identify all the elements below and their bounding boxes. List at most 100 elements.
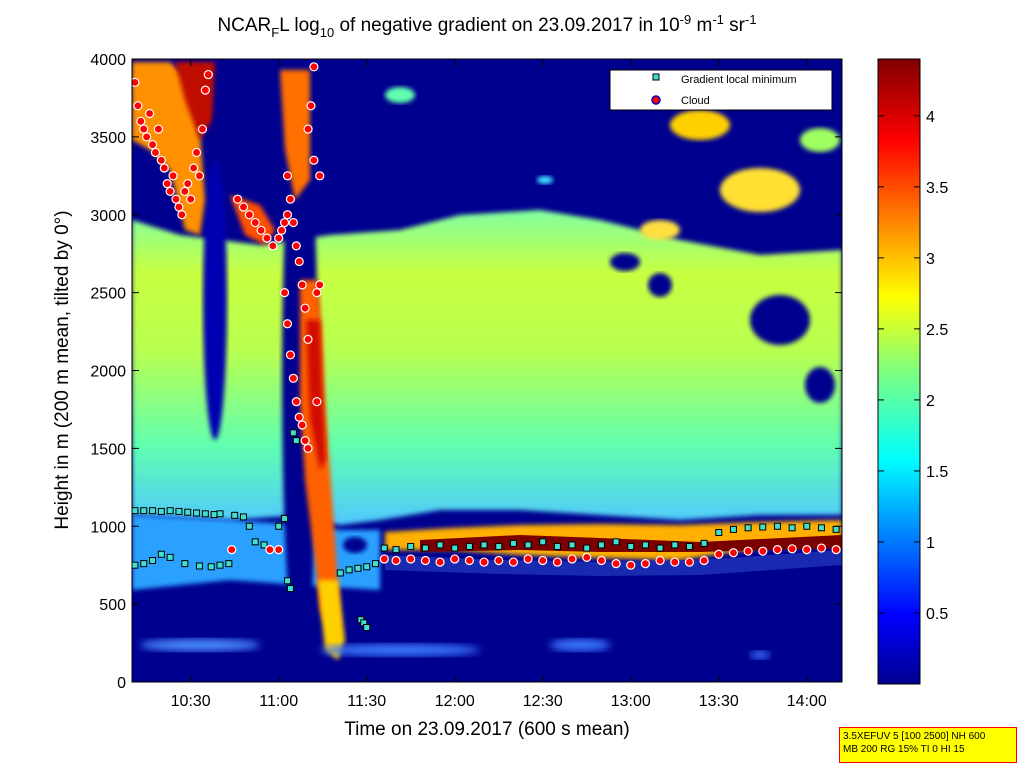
gradient-minimum-point (744, 524, 752, 532)
cloud-point (831, 545, 841, 555)
legend-cloud-marker (651, 95, 661, 105)
cloud-point (153, 124, 164, 134)
cloud-point (306, 101, 316, 111)
gradient-minimum-point (245, 522, 253, 530)
cloud-point (165, 186, 175, 196)
cloud-point (464, 555, 474, 566)
cloud-point (315, 280, 325, 290)
cloud-point (303, 443, 313, 453)
info-box: 3.5XEFUV 5 [100 2500] NH 600 MB 200 RG 1… (839, 727, 1017, 763)
cloud-point (168, 171, 178, 181)
cloud-point (159, 163, 169, 173)
ground-echo (320, 644, 480, 656)
cloud-point (816, 543, 827, 553)
precip-streak (306, 320, 326, 470)
gradient-minimum-point (251, 538, 259, 546)
gradient-minimum-point (627, 542, 635, 550)
cloud-point (238, 202, 249, 212)
cloud-point (244, 210, 254, 220)
y-axis-label: Height in m (200 m mean, tilted by 0°) (52, 210, 73, 529)
gradient-minimum-point (729, 525, 737, 533)
precip-streak (318, 580, 345, 660)
gradient-minimum-point (140, 507, 148, 515)
cloud-point (268, 241, 278, 251)
marker-layer (132, 62, 841, 631)
y-tick-label: 500 (99, 597, 126, 614)
gradient-minimum-point (132, 507, 139, 515)
cloud-point (150, 147, 161, 158)
gradient-minimum-point (275, 522, 283, 530)
gradient-minimum-point (286, 585, 294, 593)
cloud-point (203, 69, 213, 80)
y-tick-label: 2500 (90, 286, 126, 303)
cloud-point (379, 554, 389, 564)
gradient-minimum-point (292, 437, 300, 445)
cloud-point (294, 412, 304, 422)
info-line-2: MB 200 RG 15% TI 0 HI 15 (843, 744, 965, 755)
cloud-point (194, 171, 205, 181)
cloud-point (288, 373, 298, 383)
cloud-point (189, 163, 199, 173)
cloud-point (523, 554, 533, 564)
cloud-point (177, 210, 187, 220)
dark-gap (648, 273, 672, 297)
cloud-point (303, 334, 313, 344)
y-tick-label: 2000 (90, 364, 126, 381)
cloud-point (265, 545, 275, 555)
colorbar-tick-label: 3 (926, 251, 935, 268)
colorbar-tick-label: 1.5 (926, 464, 948, 481)
gradient-minimum-point (193, 509, 201, 517)
chart-title: NCARFL log10 of negative gradient on 23.… (217, 12, 756, 40)
gradient-minimum-point (421, 544, 429, 552)
cloud-point (309, 62, 319, 72)
cloud-point (174, 202, 184, 212)
cloud-point (538, 555, 548, 566)
colorbar-scale (877, 58, 921, 685)
cloud-point (171, 194, 181, 204)
gradient-minimum-point (336, 569, 344, 577)
gradient-minimum-point (210, 511, 218, 519)
colorbar-tick-label: 1 (926, 535, 935, 552)
gradient-minimum-point (149, 557, 157, 565)
gradient-minimum-point (568, 541, 576, 549)
gradient-minimum-point (380, 544, 388, 552)
gradient-minimum-point (759, 523, 767, 531)
y-tick-label: 0 (117, 675, 126, 692)
gradient-minimum-point (817, 524, 825, 532)
cloud-point (699, 555, 709, 566)
cloud-point (758, 546, 768, 556)
x-tick-label: 11:30 (347, 693, 386, 710)
gradient-minimum-point (225, 560, 233, 568)
cloud-point (297, 280, 307, 290)
gradient-minimum-point (700, 539, 708, 547)
cloud-point (684, 557, 695, 567)
gradient-minimum-point (372, 560, 380, 568)
cloud-point (183, 179, 193, 189)
gradient-minimum-point (685, 542, 693, 550)
gradient-minimum-point (157, 507, 165, 515)
cloud-point (582, 552, 592, 563)
dark-gap (610, 253, 640, 271)
cloud-point (567, 554, 577, 564)
colorbar-tick-label: 0.5 (926, 606, 948, 623)
x-tick-label: 12:30 (523, 693, 563, 710)
gradient-minimum-point (207, 563, 215, 571)
y-tick-label: 3500 (90, 130, 126, 147)
x-tick-label: 12:00 (435, 693, 475, 710)
gradient-minimum-point (166, 507, 174, 515)
dark-gap (750, 295, 810, 345)
cloud-point (787, 544, 797, 554)
x-tick-label: 14:00 (787, 693, 827, 710)
y-axis: 0 500 1000 1500 2000 2500 3000 3500 4000 (90, 52, 842, 692)
gradient-minimum-point (553, 542, 561, 550)
cloud-region (280, 70, 310, 200)
cloud-point (552, 557, 563, 567)
cloud-point (655, 555, 665, 566)
cloud-point (274, 233, 284, 243)
cloud-point (802, 545, 812, 555)
cloud-point (479, 557, 489, 567)
cloud-point (420, 555, 430, 566)
gradient-minimum-point (239, 513, 247, 521)
colorbar-tick-label: 3.5 (926, 180, 948, 197)
cloud-point (611, 559, 621, 569)
